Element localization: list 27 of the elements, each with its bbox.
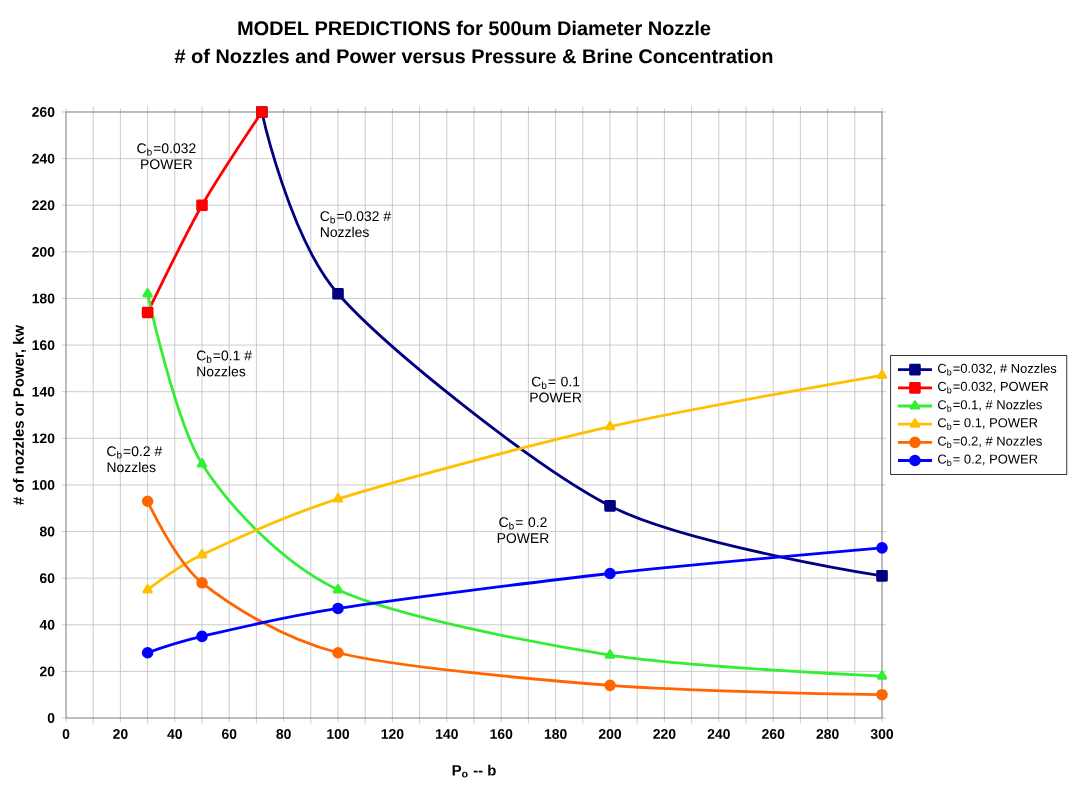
- point: [604, 420, 616, 431]
- point: [876, 688, 888, 701]
- chart-subtitle: # of Nozzles and Power versus Pressure & Brine Concentration: [174, 48, 773, 64]
- chart-title: MODEL PREDICTIONS for 500um Diameter Nozzle: [238, 20, 711, 36]
- point: [876, 670, 888, 680]
- point: [604, 679, 616, 692]
- point: [196, 199, 208, 212]
- point: [332, 602, 344, 615]
- point: [141, 306, 154, 319]
- point: [332, 288, 344, 300]
- point: [876, 570, 888, 582]
- point: [141, 646, 154, 659]
- point: [332, 493, 344, 503]
- point: [604, 500, 616, 512]
- point: [142, 288, 153, 298]
- point: [332, 584, 344, 594]
- point: [876, 369, 888, 379]
- point: [332, 646, 344, 659]
- point: [876, 542, 888, 554]
- point: [604, 649, 616, 659]
- point: [196, 458, 208, 468]
- point: [142, 584, 153, 594]
- point: [196, 549, 208, 559]
- point: [141, 495, 154, 508]
- point: [196, 577, 208, 589]
- point: [196, 630, 208, 643]
- point: [604, 567, 616, 580]
